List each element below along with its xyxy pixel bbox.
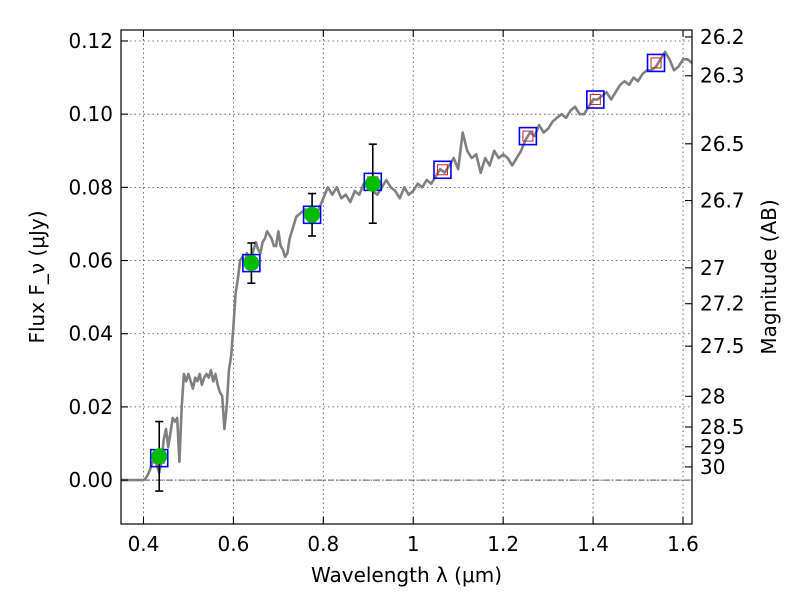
x-tick-label: 0.8: [307, 532, 339, 556]
model-box: [518, 126, 538, 146]
model-inner-box: [589, 94, 601, 106]
x-tick-label: 1.2: [487, 532, 519, 556]
magnitude-tick-label: 26.5: [700, 132, 745, 156]
model-box: [646, 53, 666, 73]
magnitude-tick-label: 30: [700, 455, 725, 479]
plot-frame: [120, 29, 693, 525]
x-tick-label: 0.4: [128, 532, 160, 556]
x-axis-label: Wavelength λ (μm): [311, 563, 502, 587]
model-box: [433, 160, 452, 180]
y-tick-label: 0.04: [68, 322, 113, 346]
observed-flux-point: [364, 175, 381, 192]
magnitude-tick-label: 27.2: [700, 292, 745, 316]
photometry-points: [149, 53, 666, 492]
magnitude-tick-label: 27: [700, 256, 725, 280]
y-tick-label: 0.06: [68, 249, 113, 273]
model-inner-box: [436, 164, 448, 176]
y-axis-label: Flux F_ν (μJy): [25, 210, 49, 343]
model-inner-box: [522, 130, 534, 142]
magnitude-tick-label: 26.2: [700, 25, 745, 49]
magnitude-tick-label: 27.5: [700, 334, 745, 358]
magnitude-tick-label: 28.5: [700, 415, 745, 439]
magnitude-tick-label: 26.7: [700, 189, 745, 213]
y-tick-label: 0.12: [68, 29, 113, 53]
axis-ticks: 0.4 0.6 0.8 1 1.2 1.4 1.6 0.00 0.02 0.04 0.06 0.08 0…: [68, 25, 744, 556]
magnitude-tick-label: 26.3: [700, 64, 745, 88]
observed-flux-point: [243, 255, 260, 272]
observed-flux-point: [304, 206, 321, 223]
magnitude-tick-label: 29: [700, 435, 725, 459]
observed-flux-point: [151, 448, 168, 465]
model-inner-box: [650, 57, 662, 69]
y-tick-label: 0.08: [68, 175, 113, 199]
y-tick-label: 0.10: [68, 102, 113, 126]
model-box: [586, 90, 605, 109]
x-tick-label: 1.6: [667, 532, 699, 556]
y-tick-label: 0.02: [68, 395, 113, 419]
x-tick-label: 1.4: [577, 532, 609, 556]
x-tick-label: 1: [407, 532, 420, 556]
y-tick-label: 0.00: [68, 468, 113, 492]
right-axis-label: Magnitude (AB): [757, 199, 781, 354]
spectrum-line: [121, 50, 693, 482]
x-tick-label: 0.6: [217, 532, 249, 556]
grid: [121, 30, 692, 524]
magnitude-tick-label: 28: [700, 384, 725, 408]
